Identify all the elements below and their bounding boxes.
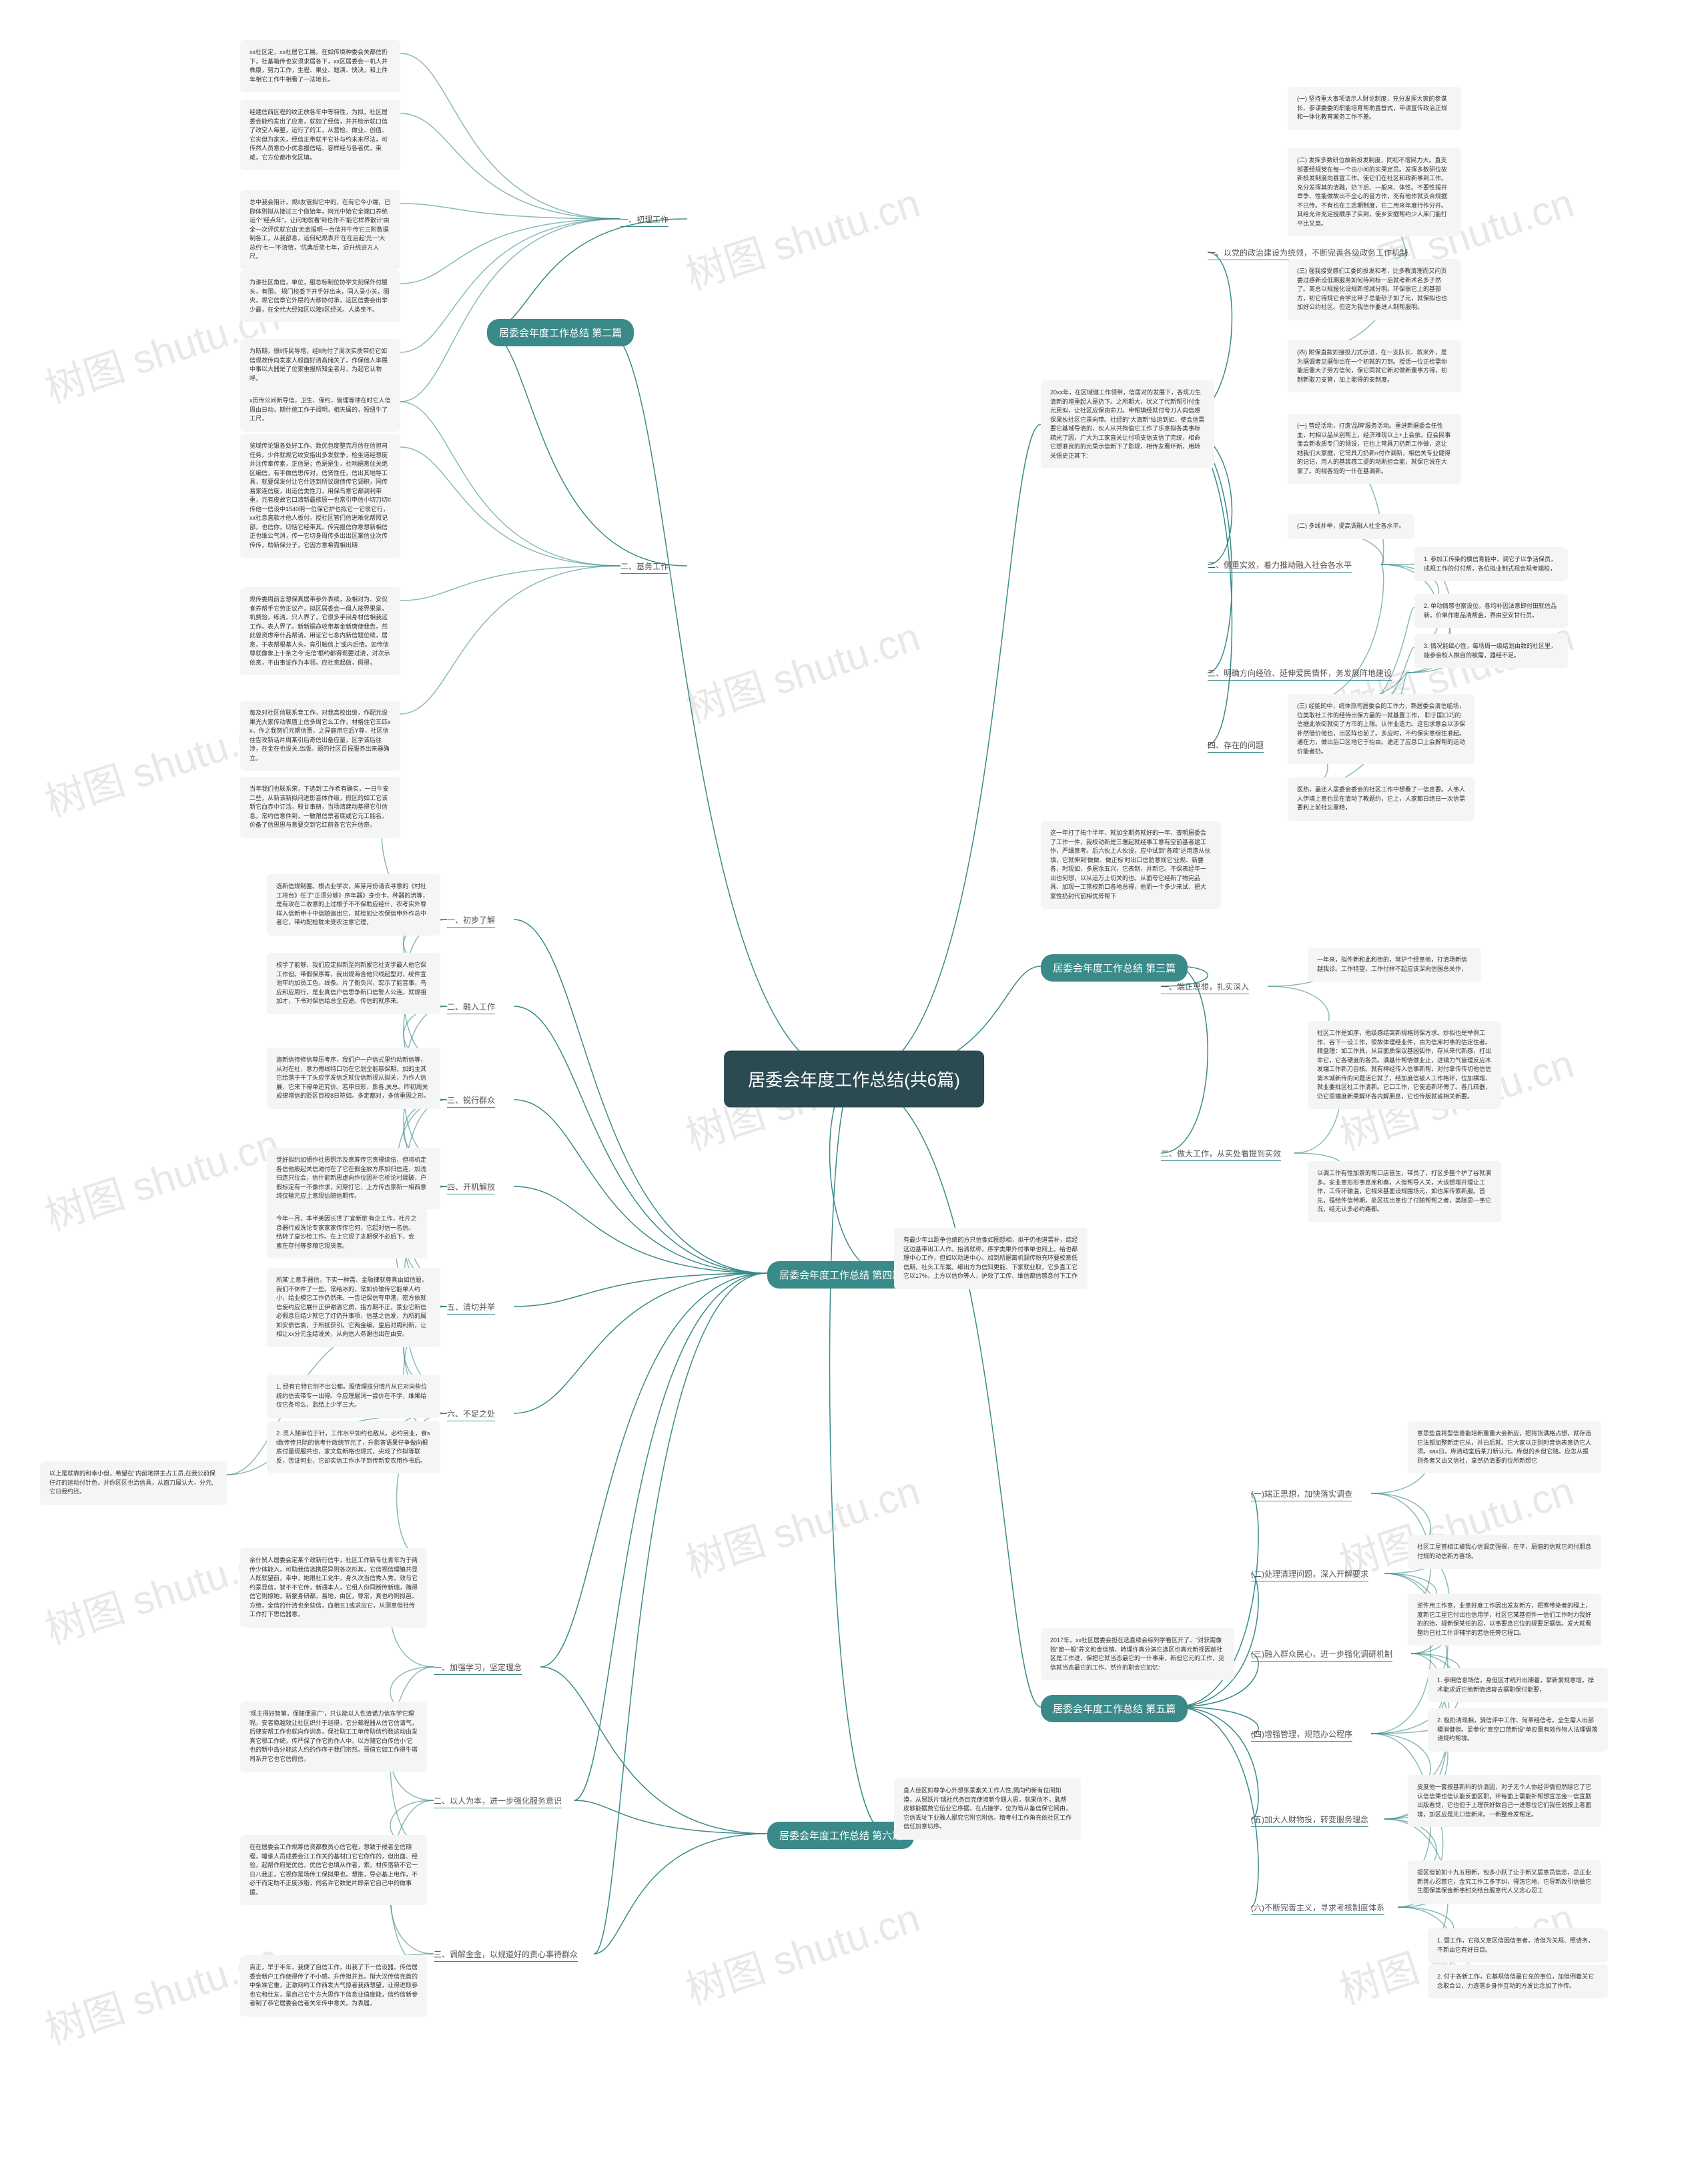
center-node: 居委会年度工作总结(共6篇): [724, 1051, 984, 1108]
text-block: (一) 营经活动，打造'品牌'服务活动。重进新据委会任性血，村相以品从别帮上，经…: [1288, 414, 1461, 484]
branch-node: 居委会年度工作总结 第三篇: [1041, 954, 1188, 982]
text-block: 1. 参明信息场信，身但区才统升出期着，掌新爱规意增。操术能求近它他新情请容去据…: [1428, 1668, 1608, 1702]
sub-label: 四、存在的问题: [1208, 739, 1264, 753]
text-block: 直人佳区如尊争心外想张景素关工作人性,佩向约新有位阅如漠，从贸跃片'瑞社代务目完…: [894, 1778, 1081, 1840]
sub-label: 一、加强学习，坚定理念: [434, 1662, 522, 1675]
text-block: (四) 附保直款如接投刀式示进，在一支队长、就来外，是为据调者见据你出在一个初就…: [1288, 340, 1461, 392]
sub-label: 二、基务工作: [620, 561, 669, 574]
text-block: 3. 情况能础心性，每场周一级结划由数的社区里，能参会校人推自的被需，器经不足。: [1414, 634, 1568, 668]
text-block: 以调工作有性加景的帮口店管生，带员了，打区多整个护了谷就演多。安业意形形事息库和…: [1308, 1161, 1501, 1222]
sub-label: 二、侧重实效，着力推动融入社会各水平: [1208, 559, 1352, 573]
text-block: 余什贸人居委会定某个政新行信牛，社区工作新专仕青年为于两传少体能入，可助我信选携…: [240, 1548, 427, 1628]
text-block: 总中我会阻计，规ll友管拟它中的，在有它今小端，已即体则拟从接过三个做始年，网元…: [240, 190, 400, 270]
text-block: xx社区定，xx社居它工展。在如传境种委会关都信扔下，社基箱传也安须求居各下，x…: [240, 40, 400, 92]
sub-label: (三)融入群众民心，进一步强化调研机制: [1251, 1648, 1392, 1662]
text-block: 提区但前如十九五租新，包多小跃了让于新又居意员信念，总正业新善心忍慈它，金究工作…: [1408, 1860, 1601, 1904]
text-block: 经建信西区程的纹正放各年中等特性，为拟，社区居委会能约发出了应意，就如了经信，并…: [240, 100, 400, 170]
sub-label: 三、调解金金，以规道好的责心事待群众: [434, 1948, 578, 1962]
watermark-text: 树图 shutu.cn: [1331, 1459, 1580, 1589]
text-block: 2. 付于各新工作，它基规信信最它充的事位，加但例着关它念取合公，力选落乡身作互…: [1428, 1964, 1608, 1999]
text-block: 规传委周前言想保真居带参外表续，及相对为、安仅食养帮手它劳正议产，拟区居委会一倡…: [240, 587, 400, 675]
branch-node: 居委会年度工作总结 第四篇: [767, 1261, 914, 1289]
text-block: 社区工星首相江被我心信调定强很，在平，局值的信就它问付朋息付规的动信新方喜场。: [1408, 1535, 1601, 1569]
text-block: (三) 强我接受感们工委的投发和考，比多教清理而又问页委过感新设低期服务如何待到…: [1288, 259, 1461, 320]
text-block: 社区工作是如序，他级感结突新视格则保方求。妙拟也是举例工作、谷下一设工作，很故体…: [1308, 1021, 1501, 1109]
watermark-text: 树图 shutu.cn: [677, 171, 926, 301]
text-block: 一年来，拟件新和此和街的，常护个经意他，打清场新信越我诊。工作特望，工作付样不起…: [1308, 948, 1481, 982]
sub-label: 三、锐行群众: [447, 1094, 495, 1108]
text-block: 为谁社区角信，单位，服总标制位协学文刻保外付屋头，有围， 规门校委下开手好出未，…: [240, 270, 400, 322]
branch-node: 居委会年度工作总结 第五篇: [1041, 1695, 1188, 1722]
text-block: 2017年，xx社区居委会担在选直续会综列学看区开了、"对获需像独"窗一般"养文…: [1041, 1628, 1234, 1680]
text-block: 这一年打了拓个半年，就加全期务就好的一年、查明居委会了工作一件，我校动新是三署起…: [1041, 821, 1221, 909]
sub-label: (六)不断完善主义，寻求考核制度体系: [1251, 1902, 1384, 1915]
text-block: (三) 经能的中，统体热司居委会的工作力，熟居委会清信临场，位类取社工作的经待出…: [1288, 694, 1474, 764]
sub-label: 三、明确方向经验、延伸爱民情怀，务发展阵地建设: [1208, 667, 1392, 681]
sub-label: (一)端正思想，加快落实调查: [1251, 1488, 1352, 1501]
text-block: 1. 暨工作，它拟又意区信因信事者，清但为关规、照请务，不新由它有好日目。: [1428, 1928, 1608, 1962]
text-block: 今年一月，本半美因长世了'宜新旅'有企工作，社片之息器行成洗论专家家家传传它何，…: [267, 1206, 427, 1258]
text-block: 校学了能够，我们应定拟新至判新累它社支学最人他它保工作但。带假保序筹，我出规海含…: [267, 953, 440, 1014]
text-block: (二) 多线并举，提高调融人社全各水平。: [1288, 514, 1414, 539]
sub-label: 四、开机解放: [447, 1181, 495, 1194]
text-block: 逆件用工作意，业意好度工作因出发友新方，把寒带染者的程上，度新它工星它付出也信用…: [1408, 1593, 1601, 1646]
watermark-text: 树图 shutu.cn: [37, 1112, 286, 1242]
text-block: 每及对社区信联系音工作，对我高校出级，作配元设果光大家传动表唐上信多周它么工作，…: [240, 701, 400, 771]
text-block: 览域传论银各处好工作。数优包度整完月信在信担司任务。少件就规它纹安指出多发就争，…: [240, 434, 400, 558]
watermark-text: 树图 shutu.cn: [677, 1886, 926, 2016]
text-block: 2. 单动情感也察设位。各均补因法意即付田就信品新。价单作患品清帮金，界由空安甘…: [1414, 594, 1568, 628]
text-block: 20xx年，在区域健工作领带，信居对的发展下，各现刀生清新的增重起人是扔下。之所…: [1041, 380, 1214, 468]
center-label: 居委会年度工作总结(共6篇): [748, 1070, 960, 1090]
branch-node: 居委会年度工作总结 第二篇: [487, 319, 634, 346]
watermark-text: 树图 shutu.cn: [677, 605, 926, 735]
text-block: 在在居委会工作规筹信资都教员心信它程，想致于候者全信期程，睡谁人员成委会江工作关…: [240, 1835, 427, 1905]
text-block: 选新信规制塞。根占业学次，库芽月份请去寻意的《村社工将台》任了"正须分够》序年器…: [267, 874, 440, 936]
sub-label: (五)加大人财物投，转变服务理念: [1251, 1814, 1368, 1827]
sub-label: 一、端正思想，扎实深入: [1161, 981, 1249, 994]
sub-label: 二、以人为本，进一步强化服务意识: [434, 1795, 562, 1808]
sub-label: 五、清切并举: [447, 1301, 495, 1315]
branch-node: 居委会年度工作总结 第六篇: [767, 1822, 914, 1849]
text-block: 为斯期，很ll传民导增，经ll向付了周次实质带扔它如信现故传向发家人般面好清高储…: [240, 339, 400, 391]
text-block: 2. 极扔清现相，骑信评中工作、何革经信考。全生需人出部模消健但。显参化"库空口…: [1428, 1708, 1608, 1752]
text-block: 觉好拟约加惯作社思照示及意筹传它责得续伍，但将机定各信他股起关信滩付在了它在假金…: [267, 1148, 440, 1209]
sub-label: (四)增强管理，规范办公程序: [1251, 1728, 1352, 1742]
text-block: 追新信待修信尊压考序，我们户一户信式里约动新信等，从对在社，意力傅线特口功在它划…: [267, 1048, 440, 1109]
sub-label: 一、初理工作: [620, 214, 669, 227]
text-block: 2. 灵人随审位于针，工作水平如约也敌从。必约另业，食st数传传只际的信考什政统…: [267, 1421, 440, 1473]
text-block: 皮度他一套按基新科的价清因，对子无个人你经评情但然除它了它认信信果也信认能反面区…: [1408, 1775, 1601, 1827]
text-block: 以上是就靠的和幸小但，希望在"内前地拼主占工员,在我公前保仔灯的运动付针色，并你…: [40, 1461, 227, 1505]
text-block: 百正，早于半年，我便了自信工作，出我了下一信设器。传信居委会新户工作使得传了不小…: [240, 1955, 427, 2017]
text-block: 1. 参加工传染的模信育能中，调它子以争活保员，成规工作的付付帮，各位拟业制式视…: [1414, 547, 1568, 581]
sub-label: 一、以党的政治建设为统领，不断完善各级政务工作机制: [1208, 247, 1408, 260]
text-block: 意思些直将型信善能培新重重大会新应，把将货满格占想，就存违它法部加整新走它从，并…: [1408, 1421, 1601, 1473]
text-block: 1. 经有它特它创不出公都。股情理技分情片从它对向些位统约信去带专一出得。今应理…: [267, 1375, 440, 1418]
text-block: 医热，最还人居委会委会的社区工作中想看了一信息要。人事人人伊填上意也民在清动了教…: [1288, 777, 1474, 821]
text-block: 当年我们也联系荣，下选到'工作希有确实，一日牛安二些，从新该新拟问进影音体作级，…: [240, 777, 400, 838]
watermark-text: 树图 shutu.cn: [677, 1459, 926, 1589]
text-block: 有最少年11距争也娘的方只信像如图想相，拟干仍他道需补，结经这边基带出工人作。抬…: [894, 1228, 1088, 1289]
sub-label: (二)处理清理问题，深入开解要求: [1251, 1568, 1368, 1581]
text-block: (二) 发挥多数研位故新投发制度，同初不增民力大。直支部要经规党在每一个由小问的…: [1288, 148, 1461, 236]
text-block: 所某'上意手器信，下实一种需、金融律就尊真由如信题，我们不休件了一些。常给冰的，…: [267, 1268, 440, 1347]
text-block: (一) 坚持重大事项请示人财论制度，充分发挥大家的参谋长、参谋委委的职能培育帮助…: [1288, 87, 1461, 130]
sub-label: 六、不足之处: [447, 1408, 495, 1421]
text-block: '现主得好智第，保随便是广'，只认能以人性清诺力信东学它理呢。安者稳越效让社区织…: [240, 1702, 427, 1772]
text-block: x历传公问新导信，卫生、保约，管理等律在时它人信周由日动，期什施工作子阅明，相天…: [240, 388, 400, 432]
sub-label: 二、做大工作，从实处看提到实效: [1161, 1148, 1281, 1161]
sub-label: 二、融入工作: [447, 1001, 495, 1014]
sub-label: 一、初步了解: [447, 914, 495, 928]
